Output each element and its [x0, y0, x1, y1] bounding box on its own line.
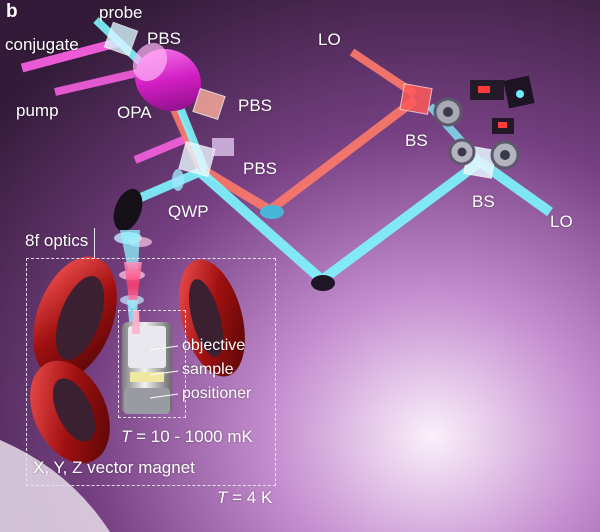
- probe-label: probe: [99, 3, 143, 22]
- outer-temperature-label: T = 4 K: [217, 489, 272, 506]
- eight-f-marker: [94, 228, 95, 258]
- inner-temperature-value: = 10 - 1000 mK: [136, 427, 253, 446]
- pbs-low-label: PBS: [243, 159, 278, 178]
- steering-mirror: [113, 188, 143, 232]
- outer-temperature-symbol: T: [217, 488, 228, 507]
- sample-label: sample: [182, 361, 234, 378]
- inner-temperature-symbol: T: [121, 427, 132, 446]
- pump-beam: [20, 37, 190, 164]
- panel-label: b: [6, 1, 18, 22]
- lo-beam: [166, 48, 418, 214]
- mirror-2: [311, 275, 335, 291]
- magnet-label: X, Y, Z vector magnet: [33, 458, 195, 477]
- pbs-mid: [192, 87, 226, 121]
- pbs-low: [178, 138, 234, 178]
- bs-upper-label: BS: [405, 131, 428, 150]
- qwp-label: QWP: [168, 202, 209, 221]
- bs-upper: [399, 75, 535, 134]
- bs-lower-label: BS: [472, 192, 495, 211]
- cryostat-mk-box: [118, 310, 186, 418]
- objective-label: objective: [182, 337, 246, 354]
- opa-crystal: [132, 42, 202, 112]
- pump-label: pump: [16, 101, 59, 120]
- pbs-top-label: PBS: [147, 29, 182, 48]
- cryostat-4k-box: [26, 258, 276, 486]
- conjugate-label: conjugate: [5, 35, 79, 54]
- opa-label: OPA: [117, 103, 152, 122]
- lo-top-label: LO: [318, 30, 341, 49]
- pbs-mid-label: PBS: [238, 96, 273, 115]
- lo-right-label: LO: [550, 212, 573, 231]
- positioner-label: positioner: [182, 385, 252, 402]
- mirror-1: [260, 205, 284, 219]
- eight-f-optics-label: 8f optics: [25, 231, 89, 250]
- bs-lower: [448, 138, 520, 179]
- cryostat-edge: [0, 440, 110, 532]
- inner-temperature-label: T = 10 - 1000 mK: [121, 428, 253, 445]
- leader-lines: [149, 345, 179, 399]
- pbs-top: [103, 21, 139, 57]
- outer-temperature-value: = 4 K: [232, 488, 273, 507]
- vector-magnet: [30, 256, 245, 464]
- sample-stack: [122, 310, 172, 414]
- qwp-plate: [172, 169, 184, 191]
